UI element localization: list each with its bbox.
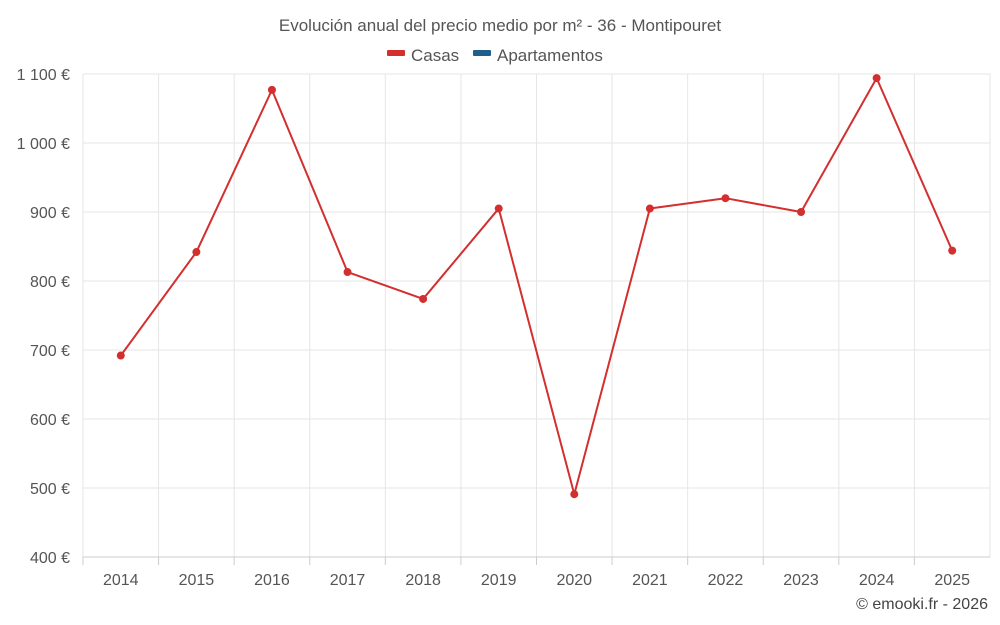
y-axis: 400 € 500 € 600 € 700 € 800 € 900 € 1 000 € 1 1… bbox=[17, 67, 70, 567]
y-tick-label: 400 € bbox=[30, 550, 70, 567]
credit-text: © emooki.fr - 2026 bbox=[856, 596, 988, 613]
x-tick-label: 2022 bbox=[708, 572, 744, 589]
x-axis: 2014 2015 2016 2017 2018 2019 2020 2021 2022 2023… bbox=[82, 556, 990, 589]
x-tick-label: 2025 bbox=[934, 572, 970, 589]
x-tick-label: 2020 bbox=[556, 572, 592, 589]
data-point[interactable] bbox=[116, 351, 125, 360]
data-point[interactable] bbox=[494, 204, 503, 213]
series-line-casas bbox=[119, 77, 954, 496]
legend-swatch bbox=[473, 50, 491, 56]
y-tick-label: 900 € bbox=[30, 205, 70, 222]
legend-label: Apartamentos bbox=[497, 46, 603, 65]
series-layer bbox=[116, 74, 957, 499]
y-tick-label: 1 100 € bbox=[17, 67, 70, 84]
x-tick-label: 2024 bbox=[859, 572, 895, 589]
x-tick-label: 2017 bbox=[330, 572, 366, 589]
y-tick-label: 600 € bbox=[30, 412, 70, 429]
data-point[interactable] bbox=[948, 246, 957, 255]
data-point[interactable] bbox=[267, 85, 276, 94]
data-point[interactable] bbox=[721, 194, 730, 203]
grid bbox=[82, 73, 991, 557]
data-point[interactable] bbox=[645, 204, 654, 213]
y-tick-label: 1 000 € bbox=[17, 136, 70, 153]
x-tick-label: 2023 bbox=[783, 572, 819, 589]
data-point[interactable] bbox=[192, 248, 201, 257]
legend-swatch bbox=[387, 50, 405, 56]
data-point[interactable] bbox=[797, 208, 806, 216]
legend: Casas Apartamentos bbox=[387, 46, 603, 65]
data-point[interactable] bbox=[872, 74, 881, 83]
x-tick-label: 2021 bbox=[632, 572, 668, 589]
chart-title: Evolución anual del precio medio por m² … bbox=[279, 16, 722, 35]
x-tick-label: 2019 bbox=[481, 572, 517, 589]
x-tick-label: 2016 bbox=[254, 572, 290, 589]
x-tick-label: 2014 bbox=[103, 572, 139, 589]
legend-item-apartamentos[interactable]: Apartamentos bbox=[473, 46, 603, 65]
data-point[interactable] bbox=[570, 490, 579, 499]
y-tick-label: 700 € bbox=[30, 343, 70, 360]
x-tick-label: 2015 bbox=[179, 572, 215, 589]
data-point[interactable] bbox=[343, 268, 352, 277]
y-tick-label: 500 € bbox=[30, 481, 70, 498]
y-tick-label: 800 € bbox=[30, 274, 70, 291]
legend-label: Casas bbox=[411, 46, 459, 65]
x-tick-label: 2018 bbox=[405, 572, 441, 589]
data-point[interactable] bbox=[419, 294, 428, 303]
legend-item-casas[interactable]: Casas bbox=[387, 46, 459, 65]
